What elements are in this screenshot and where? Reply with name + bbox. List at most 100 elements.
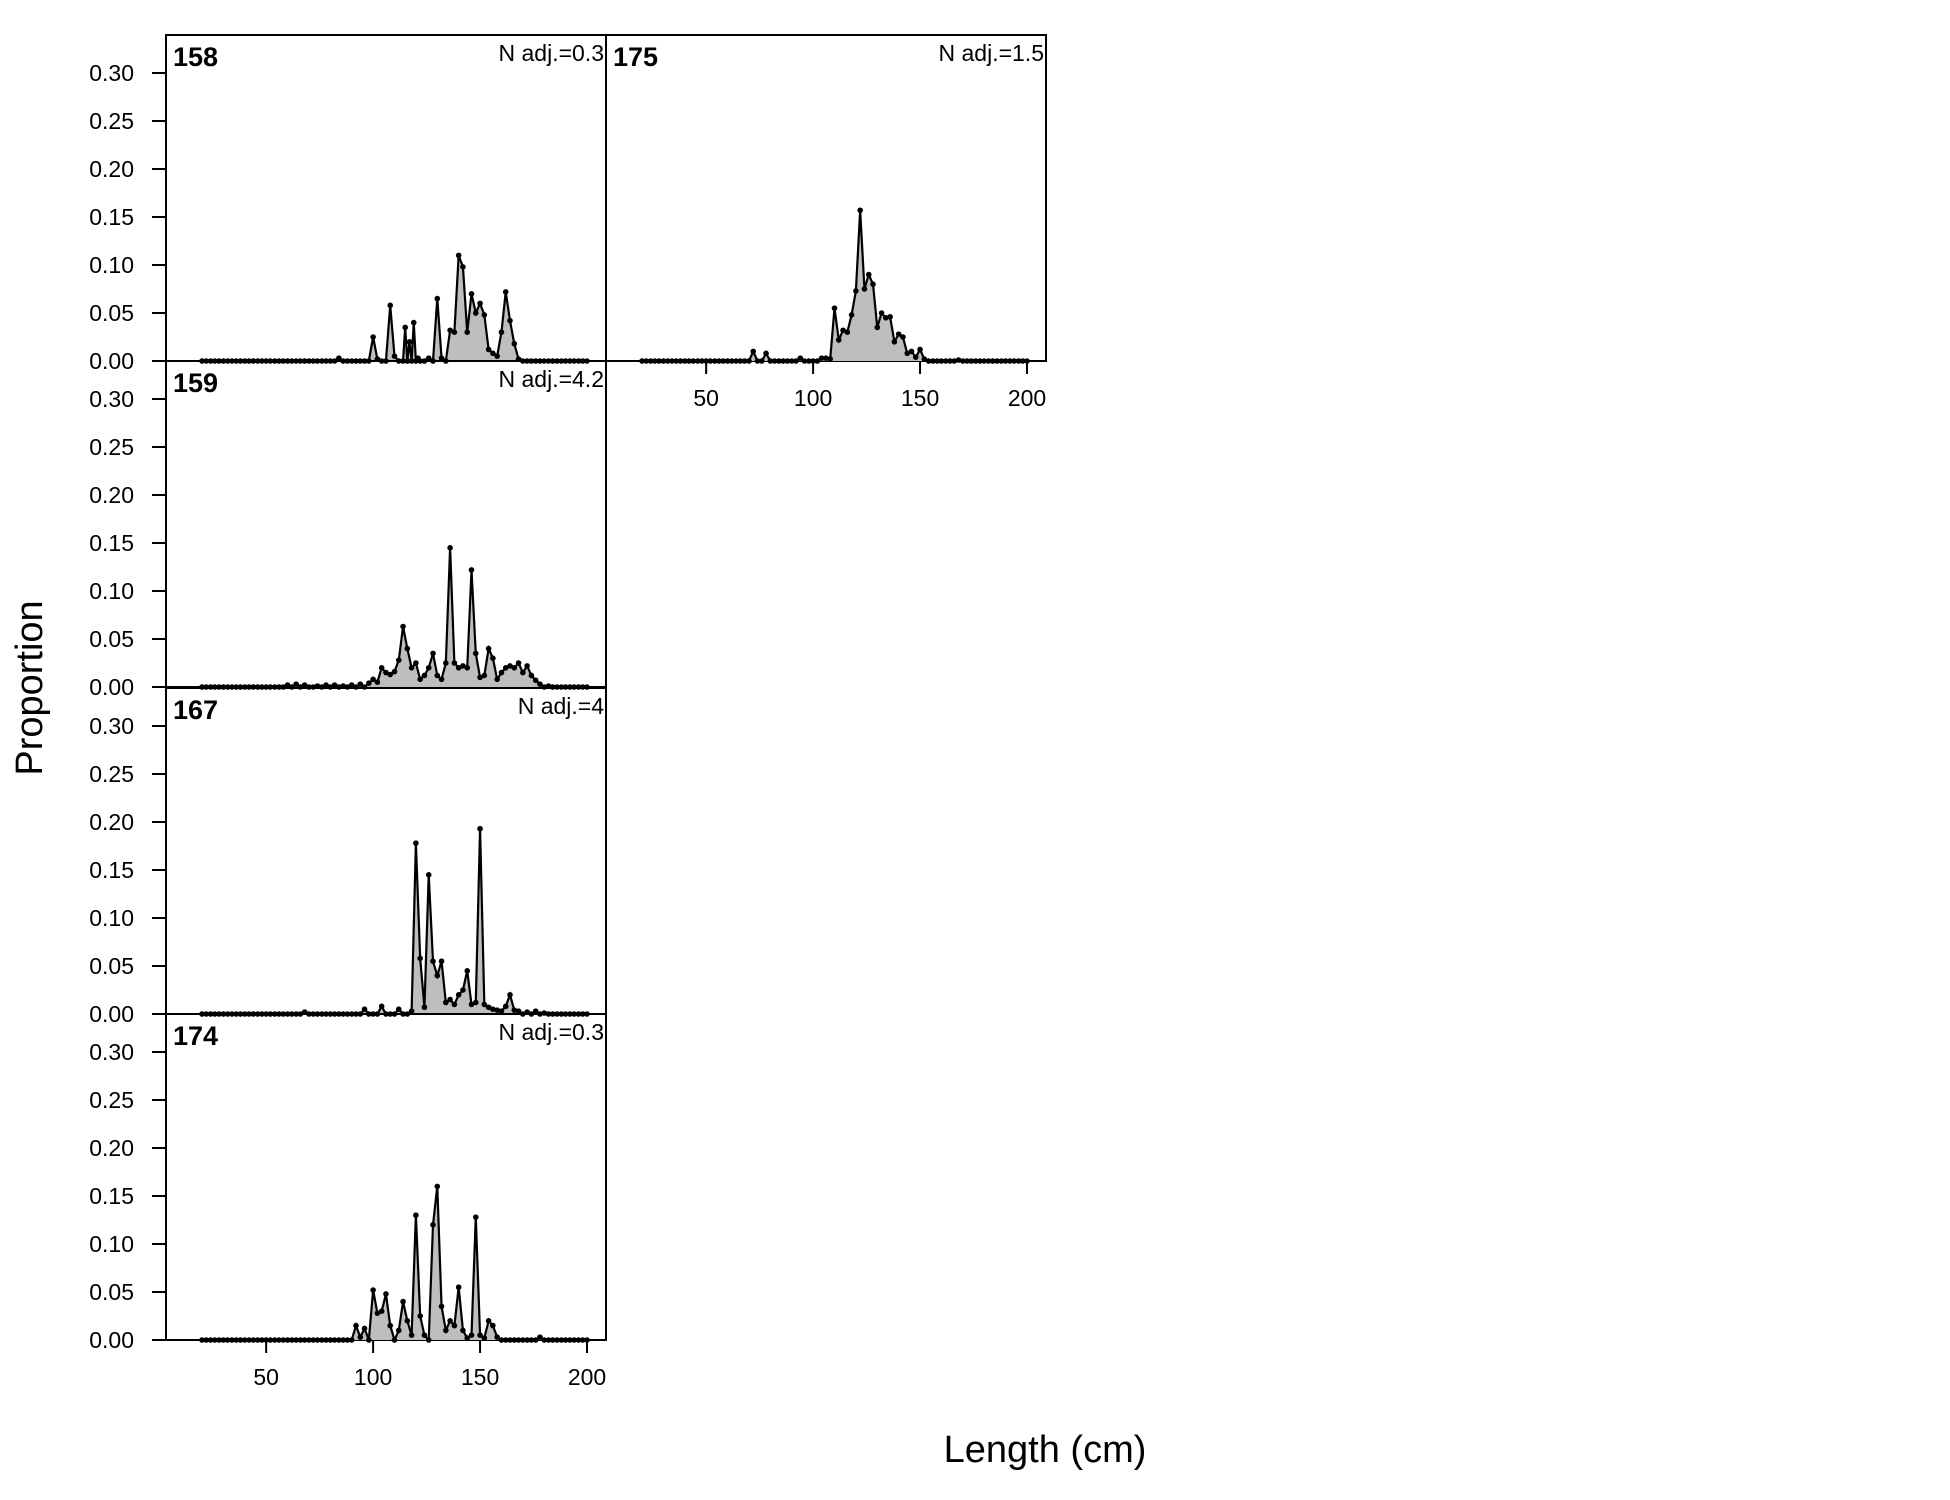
data-point (558, 1337, 565, 1343)
data-point (297, 1337, 304, 1343)
data-point (455, 665, 462, 671)
n-adj-label: N adj.=4.2 (499, 366, 605, 392)
data-point (348, 1337, 355, 1343)
data-point (361, 1325, 368, 1332)
data-point (960, 358, 966, 364)
data-point (823, 355, 829, 361)
data-point (447, 1318, 453, 1324)
y-tick-label: 0.10 (89, 1231, 134, 1257)
data-point (545, 1337, 552, 1343)
data-point (443, 999, 449, 1006)
data-point (357, 1334, 364, 1340)
data-point (421, 672, 428, 679)
panel-frame (165, 1013, 607, 1341)
data-point (410, 319, 417, 326)
data-point (746, 358, 752, 364)
data-point (720, 358, 727, 364)
data-point (669, 358, 675, 364)
n-adj-label: N adj.=1.5 (939, 40, 1045, 66)
x-tick-label: 150 (901, 385, 939, 411)
y-tick-label: 0.30 (89, 1039, 134, 1065)
data-point (425, 355, 432, 361)
data-point (874, 324, 881, 331)
data-point (451, 1322, 458, 1329)
data-point (477, 674, 483, 681)
data-point (857, 207, 863, 214)
data-point (994, 358, 1000, 364)
data-point (579, 1337, 586, 1343)
data-point (511, 665, 518, 671)
data-point (647, 358, 654, 364)
data-point (344, 1337, 351, 1343)
data-point (447, 996, 453, 1003)
data-point (981, 358, 988, 364)
y-tick-label: 0.00 (89, 1327, 134, 1353)
y-tick-label: 0.05 (89, 1279, 134, 1305)
series-area-167 (202, 828, 587, 1014)
data-point (938, 358, 945, 364)
data-point (490, 655, 496, 661)
data-point (447, 327, 453, 334)
series-line-167 (202, 828, 587, 1016)
data-point (827, 356, 834, 362)
data-point (233, 1337, 240, 1343)
y-axis-title: Proportion (9, 600, 51, 775)
x-tick-label: 100 (794, 385, 832, 411)
data-point (925, 358, 932, 364)
data-point (323, 682, 329, 688)
data-point (293, 1337, 299, 1343)
data-point (977, 358, 983, 364)
x-axis-title: Length (cm) (944, 1429, 1147, 1471)
data-point (402, 324, 408, 331)
data-point (472, 650, 479, 657)
data-point (964, 358, 970, 364)
data-point (801, 358, 808, 364)
data-point (203, 1337, 210, 1343)
data-point (681, 358, 688, 364)
data-point (468, 1332, 475, 1338)
x-tick-label: 150 (461, 1364, 499, 1390)
y-tick-label: 0.10 (89, 578, 134, 604)
panels-group: 0.00 0.05 0.10 0.15 0.20 0.25 0.30 158 N adj.=0.… (89, 34, 1047, 1390)
data-point (520, 1337, 526, 1343)
data-point (716, 358, 722, 364)
data-point (515, 1008, 522, 1014)
data-point (395, 657, 402, 663)
data-point (1015, 358, 1022, 364)
data-point (780, 358, 786, 364)
data-point (797, 355, 804, 361)
data-point (1007, 358, 1013, 364)
data-point (434, 972, 441, 979)
y-tick-label: 0.15 (89, 1183, 134, 1209)
panel-id-label: 174 (173, 1021, 218, 1051)
data-point (831, 305, 838, 312)
data-point (425, 872, 432, 878)
panel-174: 0.00 0.05 0.10 0.15 0.20 0.25 0.30 50 100 150 200 1… (89, 1013, 607, 1390)
y-tick-label: 0.00 (89, 348, 134, 374)
y-tick-label: 0.25 (89, 434, 134, 460)
data-point (891, 339, 898, 345)
data-point (729, 358, 735, 364)
data-point (490, 350, 496, 357)
data-point (1002, 358, 1009, 364)
data-point (502, 1003, 509, 1010)
data-point (507, 317, 513, 324)
data-point (502, 289, 509, 295)
data-point (361, 1006, 368, 1012)
data-point (408, 665, 415, 671)
data-point (276, 1337, 282, 1343)
data-point (490, 1006, 496, 1012)
data-point (532, 1008, 539, 1014)
data-point (887, 314, 893, 320)
y-tick-label: 0.25 (89, 108, 134, 134)
data-point (224, 1337, 231, 1343)
data-point (353, 1322, 359, 1329)
data-point (686, 358, 692, 364)
data-point (438, 958, 445, 964)
data-point (370, 334, 376, 340)
data-point (481, 1335, 488, 1341)
data-point (434, 295, 441, 302)
y-tick-label: 0.30 (89, 713, 134, 739)
data-point (498, 1337, 505, 1343)
data-point (750, 348, 757, 355)
